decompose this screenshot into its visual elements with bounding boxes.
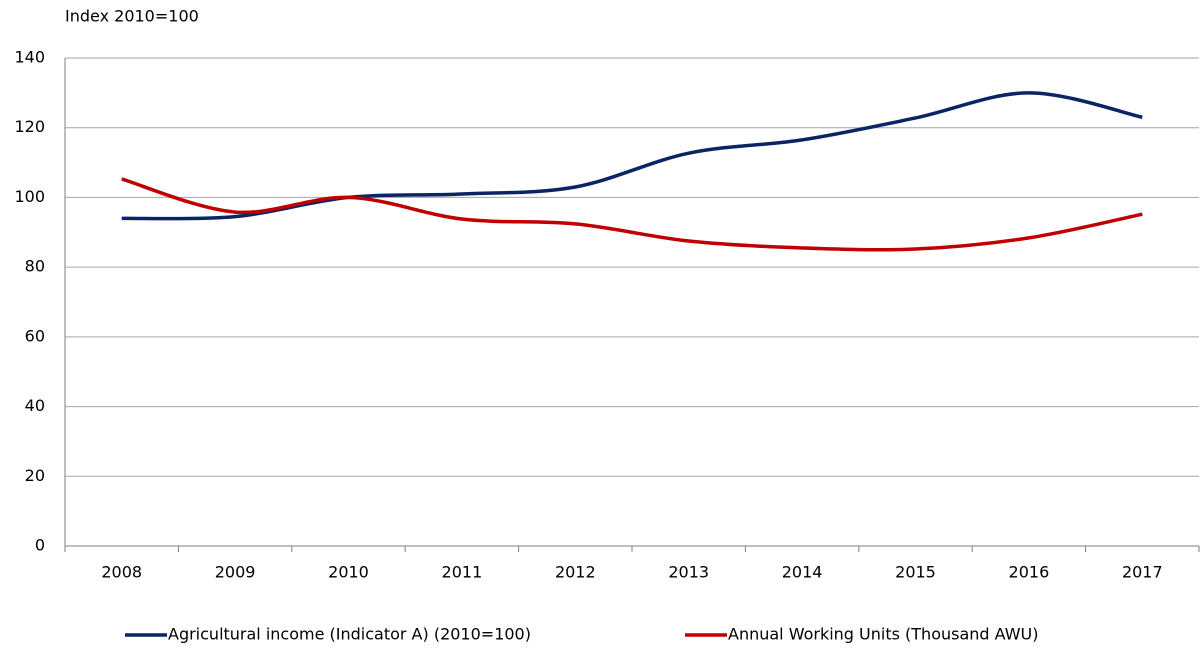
y-tick-label: 120 [14,117,45,136]
x-tick-label: 2011 [442,563,483,582]
series-line [121,177,1143,252]
x-tick-label: 2010 [328,563,369,582]
y-tick-label: 20 [25,466,45,485]
y-axis-label: Index 2010=100 [65,7,199,26]
y-tick-label: 140 [14,48,45,67]
y-tick-label: 40 [25,396,45,415]
series-line [121,91,1143,221]
x-tick-label: 2012 [555,563,596,582]
x-tick-label: 2014 [782,563,823,582]
y-tick-label: 80 [25,257,45,276]
x-tick-label: 2017 [1122,563,1163,582]
y-tick-label: 60 [25,326,45,345]
legend-label: Annual Working Units (Thousand AWU) [728,625,1039,644]
x-tick-label: 2009 [215,563,256,582]
legend-label: Agricultural income (Indicator A) (2010=… [168,625,531,644]
y-tick-label: 0 [35,536,45,555]
x-tick-label: 2016 [1009,563,1050,582]
y-tick-label: 100 [14,187,45,206]
x-tick-label: 2013 [668,563,709,582]
x-tick-label: 2008 [101,563,142,582]
x-tick-label: 2015 [895,563,936,582]
